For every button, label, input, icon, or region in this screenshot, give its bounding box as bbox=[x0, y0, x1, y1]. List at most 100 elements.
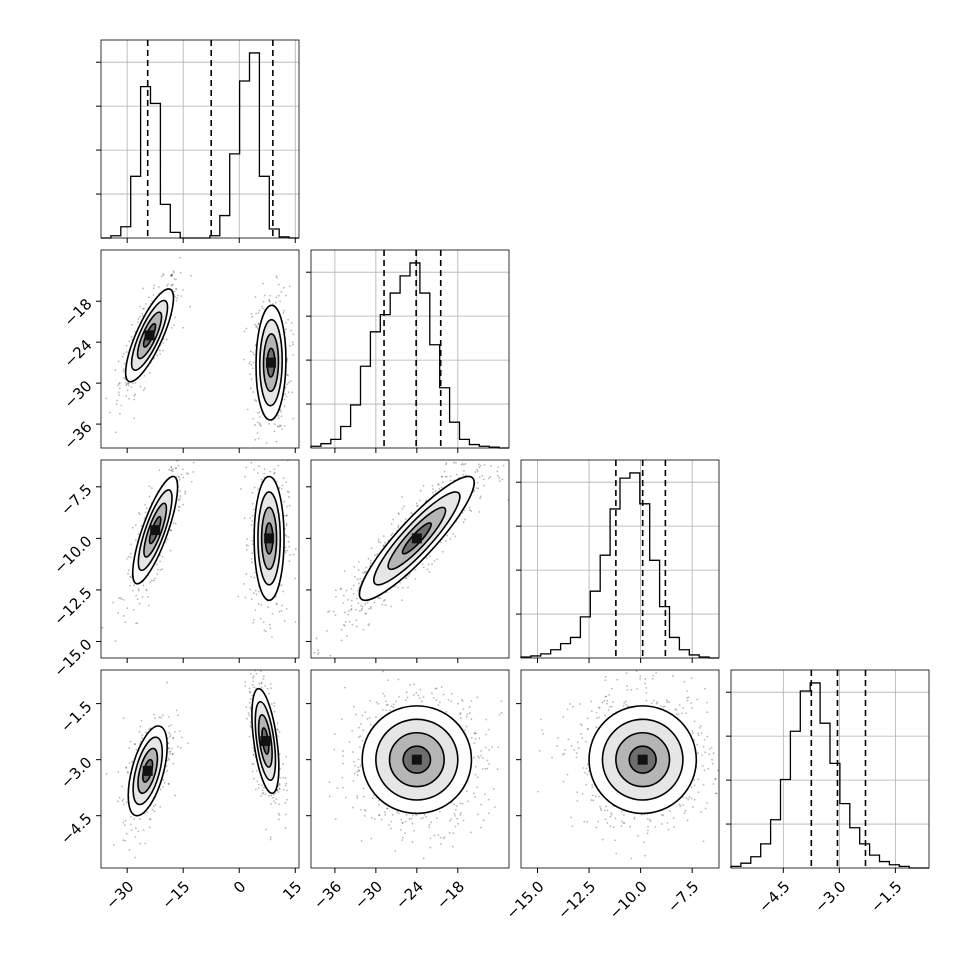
scatter-point bbox=[280, 291, 283, 293]
scatter-point bbox=[251, 543, 254, 546]
scatter-point bbox=[120, 598, 123, 600]
density-peak bbox=[411, 533, 422, 544]
scatter-point bbox=[666, 822, 669, 824]
scatter-point bbox=[159, 568, 162, 571]
scatter-point bbox=[131, 323, 133, 326]
scatter-point bbox=[590, 700, 592, 703]
scatter-point bbox=[292, 553, 295, 556]
scatter-point bbox=[346, 635, 348, 637]
scatter-point bbox=[149, 372, 151, 374]
histogram-panel-3 bbox=[726, 669, 930, 873]
scatter-point bbox=[269, 470, 272, 473]
scatter-point bbox=[403, 505, 406, 508]
scatter-point bbox=[509, 454, 511, 456]
scatter-point bbox=[342, 750, 344, 753]
scatter-point bbox=[336, 787, 339, 790]
scatter-point bbox=[294, 621, 297, 623]
scatter-point bbox=[604, 695, 607, 698]
scatter-point bbox=[497, 746, 500, 749]
scatter-point bbox=[336, 661, 338, 663]
scatter-point bbox=[287, 318, 290, 321]
scatter-point bbox=[149, 818, 152, 821]
scatter-point bbox=[697, 791, 700, 794]
scatter-point bbox=[150, 487, 153, 489]
scatter-point bbox=[177, 505, 180, 508]
histogram-step bbox=[310, 262, 509, 449]
scatter-point bbox=[691, 732, 694, 735]
scatter-point bbox=[334, 589, 337, 592]
scatter-point bbox=[166, 759, 169, 762]
scatter-point bbox=[397, 665, 399, 667]
scatter-point bbox=[363, 571, 366, 574]
scatter-point bbox=[167, 783, 170, 785]
scatter-point bbox=[481, 757, 484, 760]
scatter-point bbox=[418, 499, 421, 502]
scatter-point bbox=[178, 730, 181, 733]
scatter-point bbox=[489, 475, 492, 478]
scatter-point bbox=[251, 684, 254, 686]
scatter-point bbox=[351, 730, 354, 732]
scatter-point bbox=[252, 618, 255, 621]
scatter-point bbox=[270, 703, 273, 705]
scatter-point bbox=[397, 526, 400, 529]
scatter-point bbox=[480, 749, 483, 752]
histogram-panel-2 bbox=[516, 459, 720, 663]
scatter-point bbox=[170, 747, 173, 750]
scatter-point bbox=[356, 774, 359, 777]
scatter-point bbox=[276, 728, 279, 730]
scatter-point bbox=[278, 610, 281, 613]
scatter-point bbox=[352, 593, 355, 595]
scatter-point bbox=[394, 585, 397, 588]
scatter-point bbox=[406, 696, 409, 699]
scatter-point bbox=[413, 683, 415, 686]
scatter-point bbox=[342, 601, 345, 604]
scatter-point bbox=[171, 736, 174, 739]
scatter-point bbox=[275, 440, 278, 443]
scatter-point bbox=[127, 384, 130, 387]
scatter-point bbox=[277, 812, 280, 815]
scatter-point bbox=[131, 382, 134, 385]
scatter-point bbox=[432, 491, 434, 494]
scatter-point bbox=[280, 609, 283, 612]
scatter-point bbox=[159, 560, 162, 563]
scatter-point bbox=[639, 675, 642, 677]
scatter-point bbox=[271, 612, 274, 615]
scatter-point bbox=[136, 598, 139, 601]
scatter-point bbox=[137, 512, 140, 514]
scatter-point bbox=[280, 415, 283, 418]
scatter-point bbox=[255, 326, 258, 328]
scatter-point bbox=[382, 670, 384, 673]
scatter-point bbox=[257, 322, 260, 325]
scatter-point bbox=[377, 803, 380, 806]
scatter-point bbox=[182, 468, 184, 471]
scatter-point bbox=[440, 686, 443, 688]
scatter-point bbox=[374, 716, 377, 719]
scatter-point bbox=[276, 425, 279, 428]
scatter-point bbox=[129, 556, 132, 559]
scatter-point bbox=[180, 295, 183, 297]
scatter-point bbox=[268, 623, 271, 626]
scatter-point bbox=[484, 746, 487, 749]
scatter-point bbox=[263, 294, 266, 297]
scatter-point bbox=[288, 560, 291, 563]
scatter-point bbox=[190, 480, 193, 483]
scatter-point bbox=[454, 814, 456, 817]
scatter-point bbox=[478, 476, 481, 479]
scatter-point bbox=[118, 387, 121, 390]
scatter-point bbox=[328, 795, 331, 798]
scatter-point bbox=[273, 430, 276, 433]
scatter-point bbox=[702, 840, 705, 843]
scatter-point bbox=[571, 825, 574, 828]
scatter-point bbox=[269, 294, 272, 297]
scatter-point bbox=[455, 805, 458, 807]
scatter-point bbox=[329, 654, 332, 657]
scatter-point bbox=[180, 473, 183, 476]
scatter-point bbox=[282, 590, 285, 593]
scatter-point bbox=[251, 514, 254, 517]
scatter-point bbox=[162, 342, 165, 345]
scatter-point bbox=[285, 395, 288, 398]
scatter-point bbox=[345, 589, 348, 592]
scatter-point bbox=[170, 724, 172, 726]
scatter-point bbox=[274, 301, 277, 304]
scatter-point bbox=[126, 557, 128, 560]
